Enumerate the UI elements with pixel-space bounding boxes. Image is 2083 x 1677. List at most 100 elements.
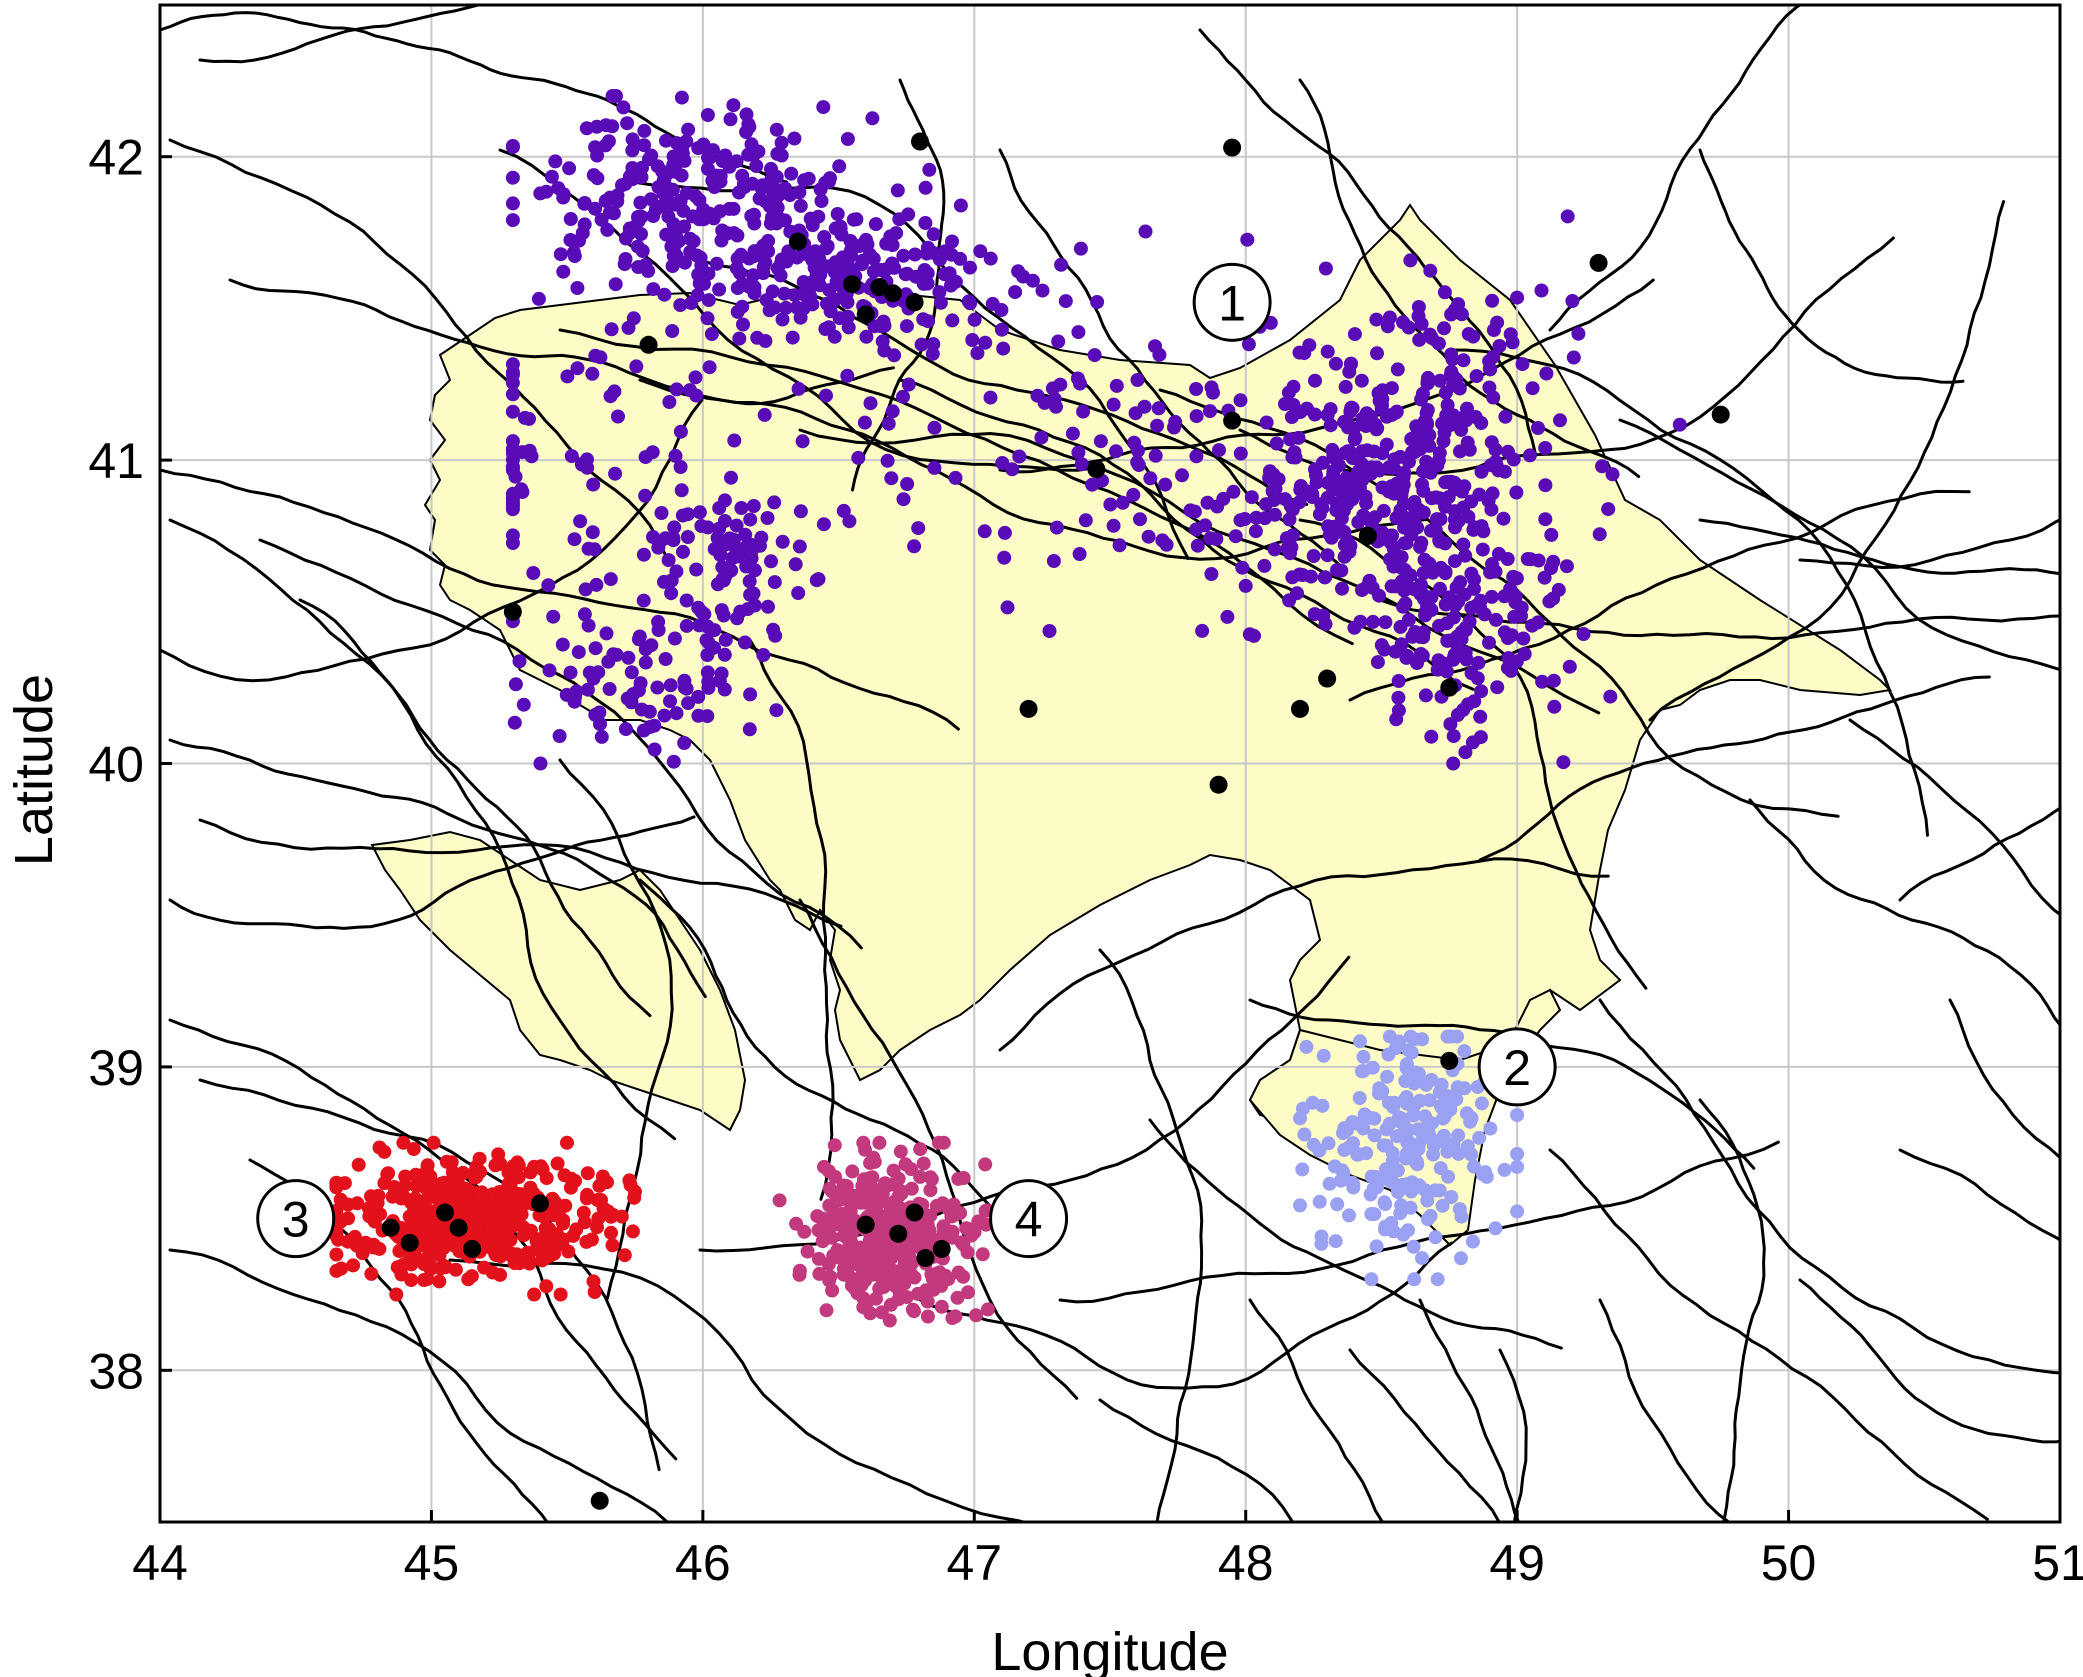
event-zone-1 [793, 198, 808, 213]
event-zone-1 [636, 593, 651, 608]
event-zone-4 [886, 1163, 901, 1178]
event-zone-3 [522, 1256, 537, 1271]
event-zone-1 [766, 185, 781, 200]
event-zone-1 [1525, 381, 1540, 396]
event-zone-4 [916, 1156, 931, 1171]
event-zone-1 [548, 154, 563, 169]
event-zone-1 [622, 226, 637, 241]
fault-line [748, 638, 835, 1201]
fault-line [998, 857, 1610, 1052]
event-zone-1 [746, 499, 761, 513]
event-zone-1 [1505, 335, 1520, 350]
event-zone-1 [690, 288, 705, 303]
event-zone-1 [571, 645, 586, 660]
event-zone-1 [1384, 479, 1399, 494]
event-zone-4 [929, 1198, 944, 1213]
event-zone-1 [1287, 445, 1302, 460]
event-zone-1 [1384, 381, 1399, 396]
event-zone-1 [578, 582, 593, 597]
event-zone-1 [1546, 591, 1561, 606]
event-zone-1 [1175, 468, 1189, 483]
large-event [1291, 699, 1309, 718]
event-zone-1 [1481, 493, 1496, 508]
event-zone-1 [1403, 253, 1418, 268]
event-zone-1 [1438, 536, 1453, 551]
event-zone-1 [1546, 673, 1561, 688]
event-zone-1 [1559, 559, 1574, 574]
event-zone-1 [505, 213, 520, 228]
event-zone-4 [892, 1264, 907, 1279]
event-zone-1 [818, 322, 833, 336]
event-zone-1 [1414, 316, 1429, 331]
event-zone-2 [1478, 1165, 1493, 1180]
event-zone-1 [726, 226, 741, 241]
event-zone-4 [913, 1169, 928, 1184]
event-zone-1 [1304, 569, 1318, 584]
event-zone-1 [542, 663, 557, 678]
event-zone-1 [1538, 441, 1553, 455]
event-zone-2 [1422, 1093, 1437, 1108]
event-zone-1 [1326, 482, 1341, 497]
event-zone-1 [921, 314, 936, 329]
event-zone-1 [691, 689, 706, 704]
event-zone-1 [1482, 635, 1496, 650]
event-zone-1 [787, 131, 802, 146]
event-zone-1 [505, 140, 520, 155]
event-zone-1 [570, 361, 585, 376]
event-zone-1 [1267, 542, 1282, 557]
event-zone-1 [1368, 461, 1383, 476]
event-zone-2 [1457, 1081, 1472, 1096]
event-zone-1 [1366, 614, 1380, 629]
event-zone-1 [1462, 442, 1477, 457]
event-zone-4 [865, 1267, 880, 1282]
event-zone-1 [892, 212, 907, 227]
event-zone-1 [505, 170, 520, 185]
event-zone-1 [1393, 507, 1408, 522]
event-zone-1 [604, 322, 619, 337]
event-zone-3 [444, 1155, 459, 1170]
event-zone-1 [1476, 524, 1491, 539]
event-zone-1 [1484, 435, 1499, 450]
event-zone-4 [845, 1164, 860, 1179]
event-zone-2 [1328, 1234, 1343, 1249]
event-zone-1 [1353, 465, 1368, 480]
event-zone-1 [1151, 401, 1166, 416]
event-zone-2 [1406, 1108, 1421, 1123]
event-zone-1 [707, 542, 722, 557]
event-zone-1 [1458, 645, 1473, 660]
event-zone-1 [1556, 755, 1571, 770]
event-zone-1 [1259, 415, 1274, 430]
event-zone-1 [531, 291, 546, 306]
fault-line [1478, 675, 1991, 862]
event-zone-1 [517, 410, 532, 425]
event-zone-1 [585, 525, 600, 540]
event-zone-1 [1456, 353, 1471, 368]
event-zone-4 [846, 1276, 860, 1291]
event-zone-1 [887, 348, 902, 363]
event-zone-1 [1411, 502, 1426, 517]
fault-line [1898, 806, 2060, 902]
event-zone-1 [1601, 502, 1616, 517]
event-zone-1 [1595, 459, 1609, 474]
event-zone-4 [826, 1185, 841, 1200]
event-zone-1 [777, 286, 792, 301]
event-zone-3 [586, 1274, 601, 1289]
event-zone-1 [945, 234, 959, 249]
event-zone-1 [963, 296, 978, 311]
event-zone-1 [1286, 398, 1301, 412]
event-zone-3 [347, 1229, 362, 1244]
event-zone-1 [1308, 373, 1322, 388]
event-zone-1 [1396, 315, 1410, 330]
event-zone-1 [1087, 348, 1102, 363]
earthquake-events [329, 89, 1687, 1328]
x-axis-title: Longitude [991, 1622, 1228, 1677]
event-zone-1 [646, 530, 660, 544]
event-zone-1 [546, 609, 561, 624]
event-zone-1 [1158, 477, 1173, 492]
event-zone-1 [1042, 624, 1057, 638]
event-zone-1 [707, 180, 722, 195]
event-zone-1 [586, 671, 601, 686]
large-event [590, 1491, 609, 1510]
event-zone-1 [1438, 597, 1453, 612]
event-zone-1 [767, 575, 782, 590]
